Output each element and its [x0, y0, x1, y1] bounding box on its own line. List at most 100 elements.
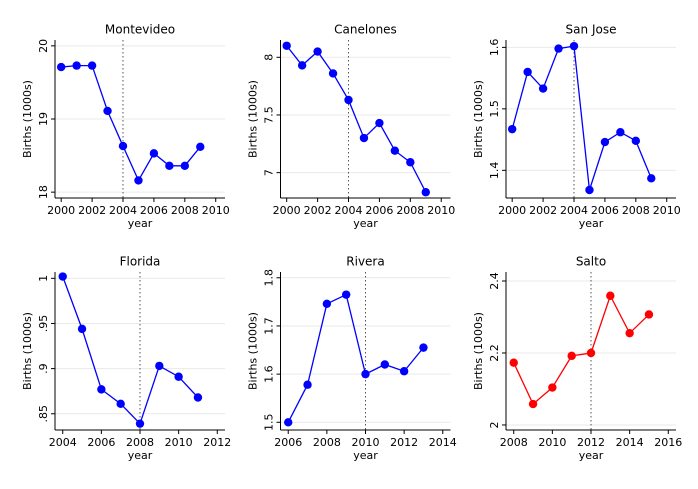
- data-point: [585, 185, 594, 195]
- data-point: [567, 351, 576, 361]
- x-tick-label: 2008: [313, 436, 341, 449]
- data-point: [303, 380, 312, 389]
- x-axis-title: year: [353, 217, 378, 230]
- data-point: [165, 161, 174, 171]
- x-tick-label: 2010: [202, 204, 230, 217]
- x-tick-label: 2008: [500, 436, 528, 449]
- data-point: [399, 367, 409, 376]
- y-tick-label: 1.7: [263, 317, 276, 335]
- panel-title: Canelones: [334, 23, 397, 37]
- x-axis-title: year: [128, 217, 153, 230]
- y-axis-title: Births (1000s): [247, 312, 260, 390]
- x-tick-label: 2008: [171, 204, 199, 217]
- data-point: [118, 141, 128, 151]
- x-tick-label: 2006: [591, 204, 619, 217]
- data-point: [77, 324, 87, 334]
- x-axis-title: year: [353, 449, 378, 462]
- data-point: [606, 291, 615, 300]
- data-point: [586, 348, 596, 358]
- data-point: [58, 272, 67, 281]
- panel-title: San Jose: [566, 23, 617, 37]
- data-point: [180, 161, 190, 171]
- x-tick-label: 2002: [78, 204, 106, 217]
- data-point: [72, 61, 81, 70]
- y-tick-label: 19: [37, 112, 50, 126]
- x-tick-label: 2004: [560, 204, 588, 217]
- y-axis-title: Births (1000s): [247, 80, 260, 158]
- data-point: [406, 158, 415, 167]
- data-line: [287, 293, 424, 423]
- x-tick-label: 2010: [653, 204, 681, 217]
- y-tick-label: 2: [488, 421, 501, 428]
- panel-title: Florida: [120, 255, 161, 269]
- data-point: [361, 369, 370, 379]
- x-axis-title: year: [579, 217, 604, 230]
- data-point: [322, 299, 332, 308]
- data-point: [548, 383, 557, 392]
- data-point: [390, 146, 400, 155]
- data-point: [647, 174, 656, 183]
- data-line: [61, 64, 201, 182]
- data-point: [155, 361, 164, 371]
- data-point: [421, 188, 430, 197]
- data-point: [600, 137, 610, 147]
- data-point: [569, 41, 579, 51]
- y-tick-label: 1.5: [488, 100, 501, 118]
- data-point: [134, 176, 143, 185]
- y-tick-label: 1.5: [263, 414, 276, 432]
- y-tick-label: .95: [37, 315, 50, 333]
- y-axis-title: Births (1000s): [21, 80, 34, 158]
- data-point: [528, 399, 538, 409]
- data-point: [56, 62, 66, 72]
- data-point: [174, 372, 183, 381]
- data-point: [149, 149, 159, 158]
- data-point: [344, 95, 353, 105]
- data-point: [507, 124, 517, 134]
- data-point: [554, 44, 563, 53]
- data-point: [116, 399, 125, 409]
- data-point: [97, 385, 106, 394]
- x-tick-label: 2006: [140, 204, 168, 217]
- panel-title: Salto: [576, 255, 606, 269]
- data-point: [359, 133, 369, 143]
- x-tick-label: 2010: [427, 204, 455, 217]
- x-tick-label: 2004: [335, 204, 363, 217]
- x-tick-label: 2010: [352, 436, 380, 449]
- x-tick-label: 2012: [390, 436, 418, 449]
- x-axis-title: year: [579, 449, 604, 462]
- y-tick-label: 8: [263, 54, 276, 61]
- x-tick-label: 2010: [165, 436, 193, 449]
- y-tick-label: 1.6: [263, 365, 276, 383]
- x-tick-label: 2010: [538, 436, 566, 449]
- x-tick-label: 2002: [304, 204, 332, 217]
- data-point: [87, 61, 97, 70]
- data-point: [313, 47, 322, 56]
- x-tick-label: 2004: [109, 204, 137, 217]
- y-tick-label: .9: [37, 363, 50, 374]
- data-line: [513, 294, 650, 406]
- x-tick-label: 2002: [529, 204, 557, 217]
- data-line: [286, 45, 427, 193]
- data-line: [62, 276, 199, 425]
- x-tick-label: 2000: [498, 204, 526, 217]
- x-tick-label: 2006: [87, 436, 115, 449]
- data-point: [380, 360, 390, 369]
- x-axis-title: year: [128, 449, 153, 462]
- data-point: [538, 84, 548, 93]
- data-point: [297, 61, 307, 70]
- x-tick-label: 2000: [47, 204, 75, 217]
- x-tick-label: 2008: [126, 436, 154, 449]
- x-tick-label: 2016: [654, 436, 682, 449]
- x-tick-label: 2014: [429, 436, 457, 449]
- data-point: [625, 328, 634, 338]
- data-point: [341, 290, 351, 299]
- x-tick-label: 2008: [396, 204, 424, 217]
- x-tick-label: 2012: [203, 436, 231, 449]
- x-tick-label: 2004: [49, 436, 77, 449]
- y-tick-label: 7.5: [263, 106, 276, 124]
- panel-title: Montevideo: [105, 23, 175, 37]
- x-tick-label: 2000: [273, 204, 301, 217]
- y-axis-title: Births (1000s): [472, 312, 485, 390]
- x-tick-label: 2006: [274, 436, 302, 449]
